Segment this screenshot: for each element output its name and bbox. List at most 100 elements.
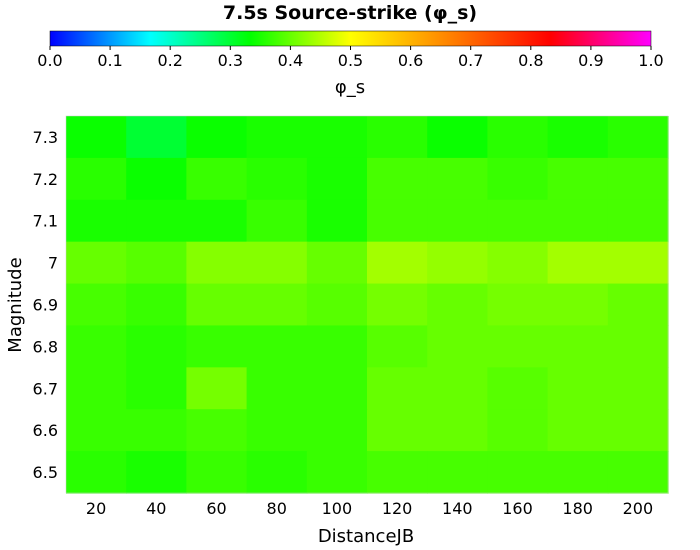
heatmap-cell <box>367 325 428 368</box>
heatmap-cell <box>186 409 248 452</box>
heatmap-cell <box>607 451 669 494</box>
y-axis-label: Magnitude <box>5 257 26 352</box>
y-tick-label: 6.6 <box>33 421 58 440</box>
heatmap-cell <box>186 325 248 368</box>
heatmap-cell <box>306 199 368 243</box>
heatmap-cell <box>66 199 127 243</box>
heatmap-cell <box>306 283 368 327</box>
colorbar-tick-label: 0.9 <box>578 51 603 70</box>
chart-title: 7.5s Source-strike (φ_s) <box>223 2 477 24</box>
heatmap-cell <box>306 157 368 201</box>
heatmap-cell <box>126 325 187 368</box>
heatmap-cell <box>66 367 127 410</box>
heatmap-cell <box>186 241 248 285</box>
x-tick-label: 140 <box>442 499 473 518</box>
heatmap-cell <box>547 241 609 285</box>
y-tick-label: 7.2 <box>33 170 58 189</box>
heatmap-cell <box>487 116 549 159</box>
heatmap-cell <box>246 367 308 410</box>
heatmap-cell <box>367 283 428 327</box>
heatmap-cell <box>547 157 609 201</box>
colorbar-tick-label: 0.4 <box>278 51 303 70</box>
heatmap-cell <box>126 241 187 285</box>
heatmap-cell <box>427 367 488 410</box>
heatmap-cell <box>186 367 248 410</box>
heatmap-cell <box>246 283 308 327</box>
x-tick-label: 120 <box>382 499 413 518</box>
colorbar-tick-label: 0.2 <box>157 51 182 70</box>
y-axis-ticks: 6.5 6.6 6.7 6.8 6.9 7 7.1 7.2 7.3 <box>33 128 58 482</box>
heatmap-cell <box>246 451 308 494</box>
y-tick-label: 7 <box>48 254 58 273</box>
heatmap-cell <box>246 241 308 285</box>
heatmap-cell <box>607 367 669 410</box>
heatmap-cell <box>547 367 609 410</box>
heatmap-cell <box>367 241 428 285</box>
heatmap-cell <box>367 367 428 410</box>
heatmap-cell <box>186 157 248 201</box>
heatmap-cell <box>547 116 609 159</box>
heatmap-cell <box>487 367 549 410</box>
plot-frame <box>65 115 669 494</box>
heatmap-cell <box>427 451 488 494</box>
colorbar-tick-label: 0.6 <box>398 51 423 70</box>
heatmap-cell <box>547 199 609 243</box>
y-tick-label: 6.8 <box>33 337 58 356</box>
heatmap-cell <box>66 157 127 201</box>
heatmap-cell <box>607 199 669 243</box>
heatmap-cell <box>306 367 368 410</box>
heatmap-cell <box>126 116 187 159</box>
colorbar-tick-label: 0.5 <box>338 51 363 70</box>
heatmap-cell <box>126 199 187 243</box>
heatmap-cell <box>607 409 669 452</box>
heatmap-cells <box>66 116 669 494</box>
x-tick-label: 60 <box>206 499 226 518</box>
heatmap-cell <box>66 451 127 494</box>
colorbar-label: φ_s <box>335 77 365 98</box>
heatmap-cell <box>66 116 127 159</box>
x-tick-label: 200 <box>623 499 654 518</box>
heatmap-cell <box>607 241 669 285</box>
x-tick-label: 80 <box>267 499 287 518</box>
heatmap-cell <box>246 409 308 452</box>
x-tick-label: 180 <box>562 499 593 518</box>
heatmap-cell <box>246 199 308 243</box>
heatmap-cell <box>306 241 368 285</box>
y-tick-label: 7.1 <box>33 212 58 231</box>
heatmap-cell <box>367 451 428 494</box>
colorbar-tick-label: 1.0 <box>638 51 663 70</box>
heatmap-cell <box>547 325 609 368</box>
heatmap-cell <box>427 157 488 201</box>
heatmap-cell <box>487 451 549 494</box>
heatmap-cell <box>306 116 368 159</box>
y-tick-label: 7.3 <box>33 128 58 147</box>
heatmap-cell <box>186 199 248 243</box>
heatmap-cell <box>487 241 549 285</box>
x-tick-label: 40 <box>146 499 166 518</box>
x-tick-label: 20 <box>86 499 106 518</box>
x-tick-label: 100 <box>322 499 353 518</box>
heatmap-cell <box>306 325 368 368</box>
colorbar <box>49 30 652 47</box>
heatmap-cell <box>487 409 549 452</box>
colorbar-tick-label: 0.1 <box>97 51 122 70</box>
heatmap-cell <box>607 116 669 159</box>
heatmap-cell <box>547 451 609 494</box>
heatmap-cell <box>487 157 549 201</box>
heatmap-cell <box>126 451 187 494</box>
heatmap-cell <box>306 451 368 494</box>
heatmap-cell <box>487 283 549 327</box>
heatmap-cell <box>306 409 368 452</box>
y-tick-label: 6.9 <box>33 296 58 315</box>
colorbar-tick-label: 0.0 <box>37 51 62 70</box>
heatmap-cell <box>367 199 428 243</box>
heatmap-cell <box>186 283 248 327</box>
heatmap-cell <box>427 199 488 243</box>
heatmap-cell <box>427 409 488 452</box>
heatmap-cell <box>367 157 428 201</box>
heatmap-cell <box>126 409 187 452</box>
heatmap-cell <box>607 283 669 327</box>
heatmap-cell <box>427 116 488 159</box>
colorbar-tick-label: 0.7 <box>458 51 483 70</box>
heatmap-cell <box>246 157 308 201</box>
